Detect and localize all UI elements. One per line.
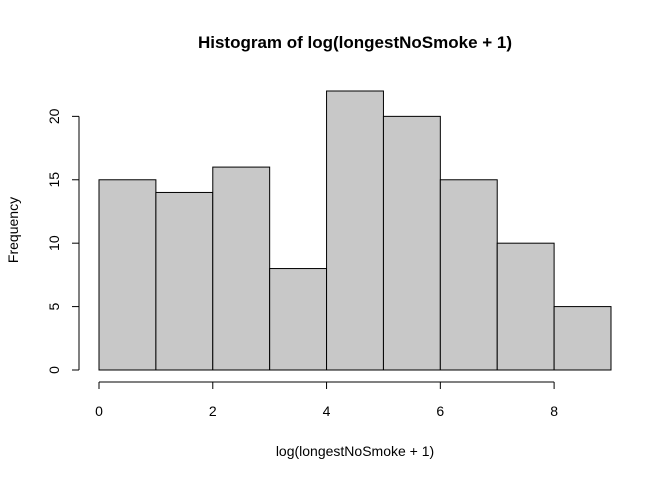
y-axis: 0 5 10 15 20 <box>46 108 80 374</box>
histogram-bar-5 <box>382 115 441 371</box>
y-tick-label: 0 <box>46 366 62 374</box>
chart-title: Histogram of log(longestNoSmoke + 1) <box>198 33 512 52</box>
x-tick-label: 2 <box>209 403 217 419</box>
y-tick-label: 5 <box>46 302 62 310</box>
x-axis: 0 2 4 6 8 <box>95 381 558 419</box>
x-axis-title: log(longestNoSmoke + 1) <box>276 443 434 459</box>
histogram-bar-4 <box>326 90 384 371</box>
y-tick-label: 20 <box>46 108 62 124</box>
histogram-bar-1 <box>155 191 214 371</box>
histogram-bar-7 <box>496 242 555 371</box>
bars-group <box>98 90 612 371</box>
y-axis-title: Frequency <box>5 197 21 263</box>
y-tick-label: 10 <box>46 235 62 251</box>
histogram-bar-6 <box>439 179 498 371</box>
x-tick-label: 6 <box>436 403 444 419</box>
histogram-bar-3 <box>269 268 328 371</box>
histogram-bar-0 <box>98 179 157 371</box>
histogram-bar-8 <box>553 306 612 371</box>
y-tick-label: 15 <box>46 172 62 188</box>
x-tick-label: 0 <box>95 403 103 419</box>
x-tick-label: 8 <box>550 403 558 419</box>
histogram-bar-2 <box>212 166 271 371</box>
x-tick-label: 4 <box>323 403 331 419</box>
